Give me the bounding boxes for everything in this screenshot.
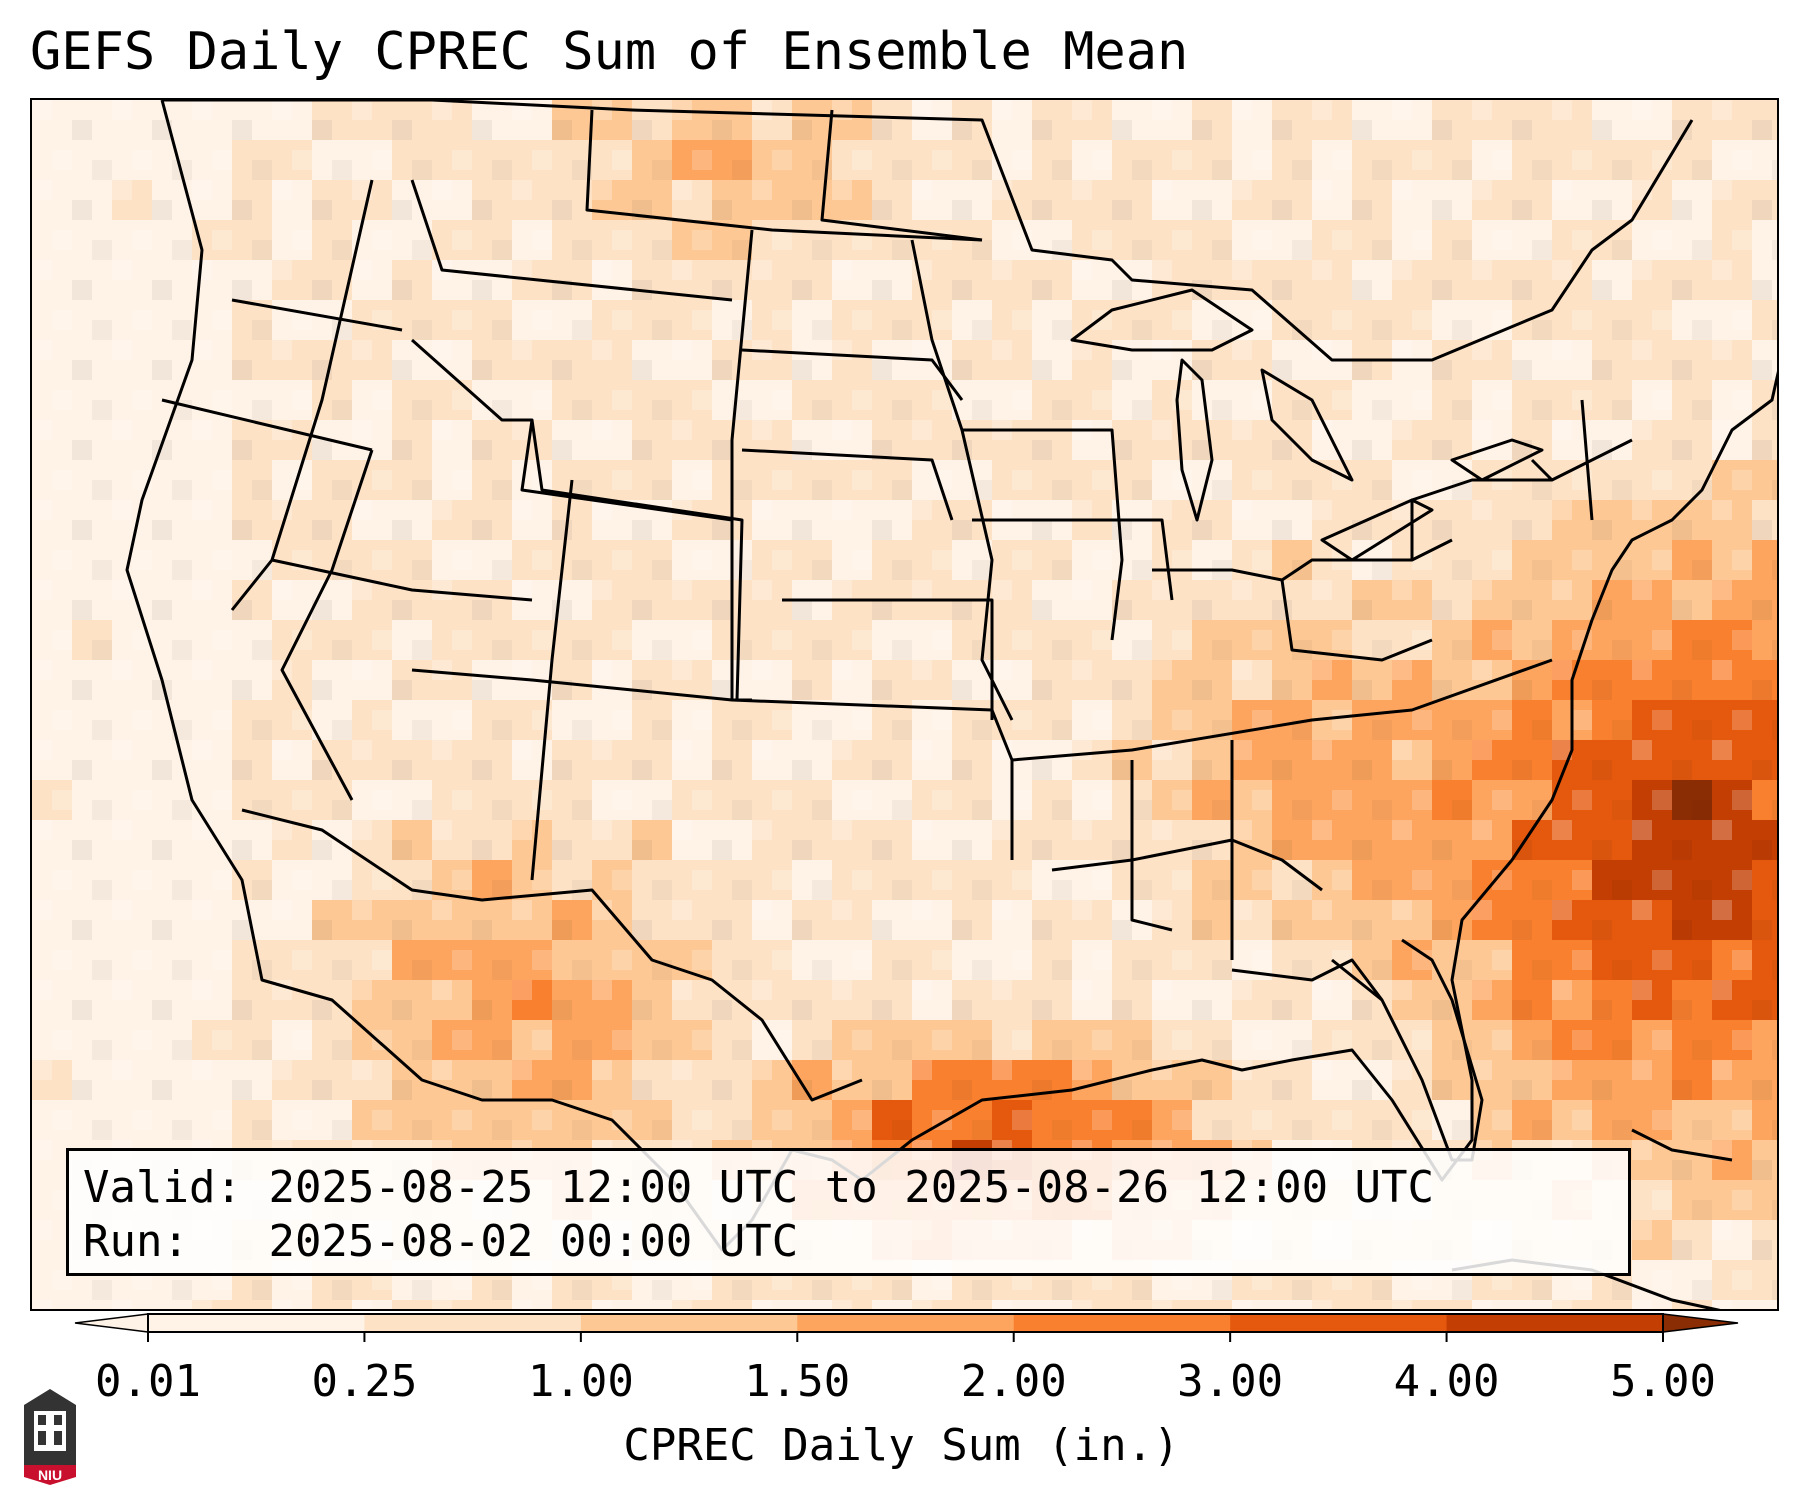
- run-label: Run:: [83, 1216, 189, 1267]
- lake-michigan: [1175, 358, 1214, 522]
- valid-value: 2025-08-25 12:00 UTC to 2025-08-26 12:00…: [268, 1162, 1435, 1213]
- colorbar-tick-label: 1.50: [744, 1356, 851, 1407]
- colorbar-label: CPREC Daily Sum (in.): [623, 1420, 1180, 1471]
- lake-superior: [1070, 288, 1254, 352]
- lake-erie: [1320, 498, 1434, 562]
- niu-logo: NIU: [24, 1389, 76, 1485]
- colorbar-segment: [797, 1314, 1015, 1332]
- state-borders: [125, 100, 1777, 1309]
- map-panel[interactable]: [30, 98, 1779, 1311]
- valid-label: Valid:: [83, 1162, 242, 1213]
- canada-border: [162, 100, 1694, 362]
- colorbar-segment: [148, 1314, 365, 1332]
- colorbar-extend-right: [1662, 1313, 1739, 1333]
- colorbar-tick-label: 2.00: [960, 1356, 1067, 1407]
- colorbar-tick-label: 1.00: [527, 1356, 634, 1407]
- run-row: Run: 2025-08-02 00:00 UTC: [83, 1215, 1614, 1269]
- colorbar-frame: [147, 1313, 1664, 1333]
- run-value: 2025-08-02 00:00 UTC: [268, 1216, 799, 1267]
- valid-row: Valid: 2025-08-25 12:00 UTC to 2025-08-2…: [83, 1161, 1614, 1215]
- precip-map: [32, 100, 1777, 1309]
- colorbar-segment: [364, 1314, 582, 1332]
- colorbar-segment: [1013, 1314, 1231, 1332]
- colorbar: [74, 1313, 1739, 1342]
- page-title: GEFS Daily CPREC Sum of Ensemble Mean: [30, 22, 1189, 82]
- colorbar-tick-label: 0.25: [311, 1356, 418, 1407]
- colorbar-tick-label: 4.00: [1393, 1356, 1500, 1407]
- colorbar-segment: [1230, 1314, 1448, 1332]
- us-outline: [125, 100, 1777, 1252]
- lake-ontario: [1450, 438, 1544, 482]
- colorbar-tick-label: 5.00: [1610, 1356, 1716, 1407]
- mexico-border: [241, 808, 863, 1102]
- colorbar-extend-left: [74, 1313, 149, 1333]
- colorbar-segment: [580, 1314, 798, 1332]
- logo-text: NIU: [38, 1467, 62, 1483]
- valid-info-box: Valid: 2025-08-25 12:00 UTC to 2025-08-2…: [66, 1148, 1631, 1276]
- colorbar-segment: [1446, 1314, 1664, 1332]
- colorbar-tick-label: 0.01: [95, 1356, 201, 1407]
- lake-huron: [1260, 368, 1354, 482]
- colorbar-tick-label: 3.00: [1177, 1356, 1284, 1407]
